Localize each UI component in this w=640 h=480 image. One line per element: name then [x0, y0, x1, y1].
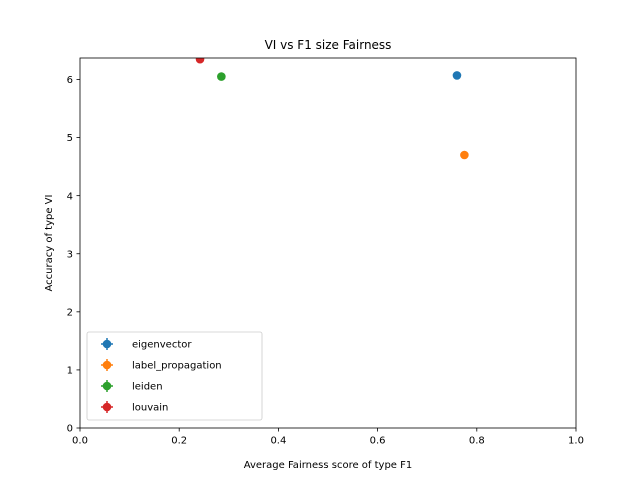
x-tick-label: 0.6: [370, 436, 386, 447]
x-axis-label: Average Fairness score of type F1: [244, 460, 413, 471]
louvain-point: [195, 58, 205, 64]
plot-frame: [79, 57, 577, 429]
y-axis-ticks: 0 1 2 3 4 5 6: [67, 75, 80, 435]
x-tick-label: 0.2: [171, 436, 187, 447]
leiden-legend-marker: [101, 380, 113, 392]
points-layer: [195, 58, 469, 160]
label_propagation-point: [460, 150, 469, 160]
y-tick-label: 6: [67, 75, 73, 86]
y-tick-label: 5: [67, 133, 73, 144]
y-tick-label: 0: [67, 424, 73, 435]
chart-title: VI vs F1 size Fairness: [265, 38, 392, 52]
x-tick-label: 0.0: [72, 436, 88, 447]
legend-frame: [86, 331, 263, 421]
legend-label-label_propagation: label_propagation: [132, 361, 222, 372]
x-tick-label: 1.0: [568, 436, 584, 447]
x-tick-label: 0.4: [270, 436, 286, 447]
y-axis-label: Accuracy of type VI: [44, 195, 55, 292]
legend-label-leiden: leiden: [132, 382, 163, 393]
y-tick-label: 4: [67, 191, 73, 202]
y-tick-label: 2: [67, 307, 73, 318]
x-tick-label: 0.8: [469, 436, 485, 447]
leiden-point: [217, 72, 226, 81]
louvain-legend-marker: [101, 401, 113, 413]
legend-label-eigenvector: eigenvector: [132, 340, 192, 351]
y-tick-label: 1: [67, 366, 73, 377]
eigenvector-point: [452, 71, 462, 80]
eigenvector-legend-marker: [101, 338, 113, 350]
x-axis-ticks: 0.0 0.2 0.4 0.6 0.8 1.0: [72, 428, 584, 447]
legend-label-louvain: louvain: [132, 403, 168, 414]
y-tick-label: 3: [67, 249, 73, 260]
label_propagation-legend-marker: [101, 359, 113, 371]
